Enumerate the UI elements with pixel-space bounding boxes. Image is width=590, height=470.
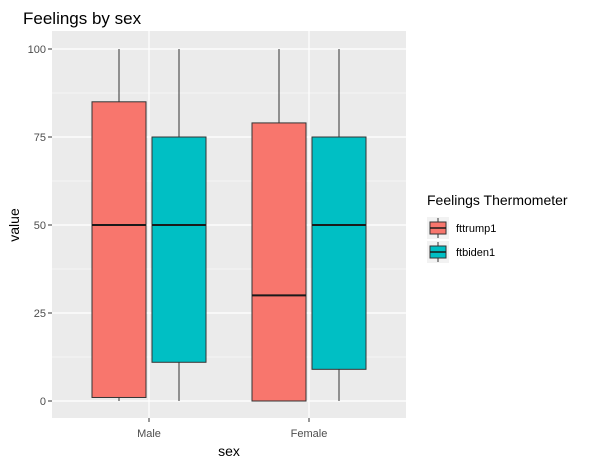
box-ftbiden1-female <box>311 49 367 401</box>
boxes-layer <box>91 49 367 402</box>
legend-label-ftbiden1: ftbiden1 <box>456 247 495 259</box>
box-body <box>311 136 367 370</box>
chart-title: Feelings by sex <box>23 9 142 28</box>
y-axis-ticks: 0 25 50 75 100 <box>28 44 52 408</box>
y-tick-label: 50 <box>34 220 46 232</box>
y-tick-label: 0 <box>40 396 46 408</box>
x-tick-label: Female <box>291 428 328 440</box>
y-tick-label: 25 <box>34 308 46 320</box>
y-tick-label: 75 <box>34 132 46 144</box>
box-fttrump1-female <box>251 49 307 402</box>
box-ftbiden1-male <box>151 49 207 401</box>
x-axis-title: sex <box>218 443 240 459</box>
box-body <box>251 122 307 402</box>
legend-label-fttrump1: fttrump1 <box>456 223 496 235</box>
box-fttrump1-male <box>91 49 147 401</box>
y-axis-title: value <box>6 208 22 242</box>
box-body <box>91 101 147 398</box>
x-tick-label: Male <box>137 428 161 440</box>
y-tick-label: 100 <box>28 44 46 56</box>
legend-title: Feelings Thermometer <box>427 192 568 208</box>
box-body <box>151 136 207 363</box>
x-axis-ticks: Male Female <box>137 418 327 440</box>
legend-key-fttrump1 <box>427 217 449 239</box>
legend-key-ftbiden1 <box>427 241 449 263</box>
legend: Feelings Thermometer fttrump1 ftbiden1 <box>427 192 568 263</box>
